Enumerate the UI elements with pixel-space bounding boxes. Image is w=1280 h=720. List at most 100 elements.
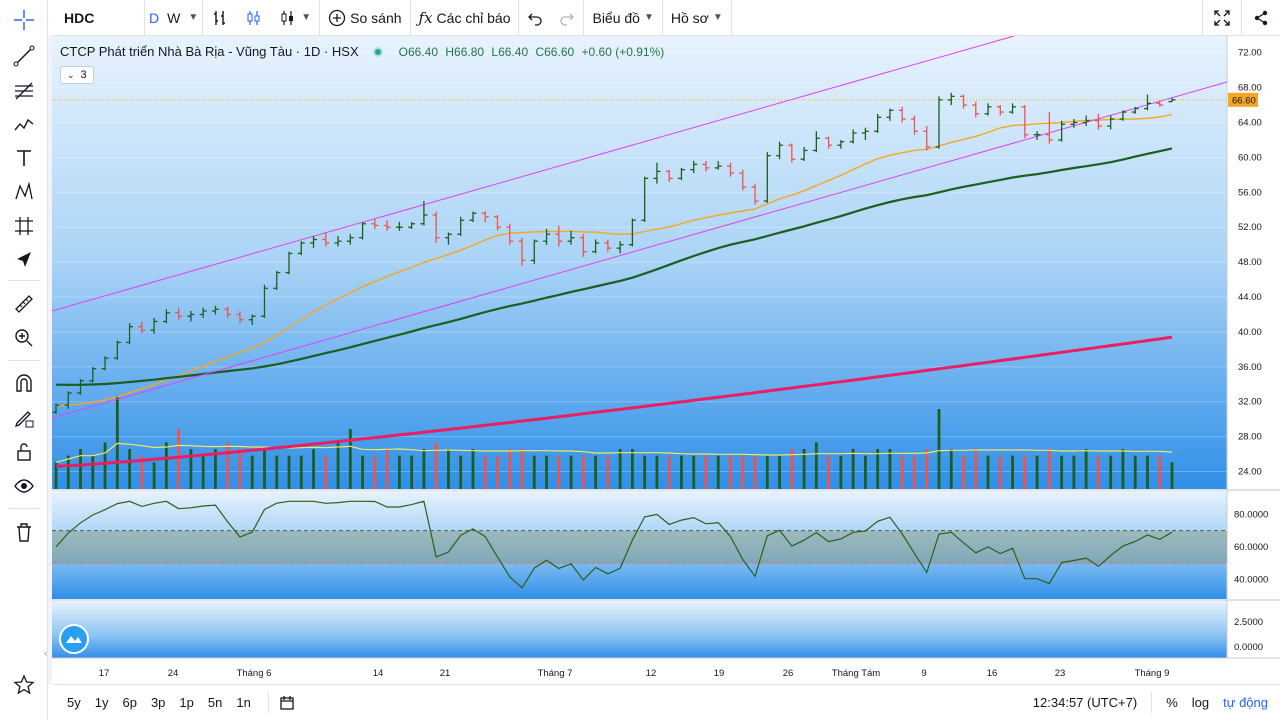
auto-scale-toggle[interactable]: tự động	[1223, 695, 1268, 710]
high-value: H66.80	[445, 44, 485, 59]
profile-menu-button[interactable]: Hồ sơ ▼	[663, 0, 731, 36]
prediction-tool-icon[interactable]	[10, 212, 38, 240]
volume-bar	[557, 455, 561, 489]
ohlc-bar	[77, 379, 85, 395]
volume-bar	[594, 455, 598, 489]
go-to-date-button[interactable]	[279, 695, 295, 711]
indicators-toggle[interactable]: ⌄ 3	[60, 66, 94, 84]
lower-axis-label: 2.5000	[1234, 617, 1263, 628]
collapse-pane-handle[interactable]: ‹	[44, 648, 48, 659]
volume-bar	[704, 455, 708, 489]
undo-button[interactable]	[519, 0, 551, 36]
volume-bar	[1023, 455, 1027, 489]
range-1d[interactable]: 1n	[236, 695, 251, 710]
log-scale-toggle[interactable]: log	[1191, 695, 1210, 710]
range-1m[interactable]: 1p	[179, 695, 194, 710]
volume-bar	[974, 449, 978, 489]
indicators-button[interactable]: ƒx Các chỉ báo	[411, 0, 519, 36]
toolbar-divider	[583, 0, 585, 36]
range-5y[interactable]: 5y	[67, 695, 81, 710]
trend-channel[interactable]	[52, 36, 1228, 419]
hollow-candles-icon	[247, 10, 260, 25]
volume-bar	[790, 449, 794, 489]
range-5d[interactable]: 5n	[207, 695, 223, 710]
lower-pane-bg	[52, 601, 1227, 658]
fullscreen-button[interactable]	[1203, 0, 1241, 36]
price-chart[interactable]: 72.00 68.00 64.00 60.00 56.00 52.00 48.00 44.00…	[52, 36, 1280, 684]
open-value: O66.40	[398, 44, 439, 59]
unlock-icon[interactable]	[10, 438, 38, 466]
volume-bar	[373, 455, 377, 489]
range-6m[interactable]: 6p	[122, 695, 137, 710]
price-axis-label: 56.00	[1238, 187, 1262, 198]
range-1y[interactable]: 1y	[94, 695, 109, 710]
fib-tool-icon[interactable]	[10, 77, 38, 105]
chevron-down-icon: ▼	[712, 12, 723, 23]
time-axis-label: 24	[168, 668, 179, 679]
bar-style-button[interactable]	[203, 0, 237, 36]
chart-menu-button[interactable]: Biểu đồ ▼	[584, 0, 661, 36]
volume-bar	[937, 409, 941, 489]
draw-lock-icon[interactable]	[10, 404, 38, 432]
ohlc-bar	[616, 241, 624, 254]
ohlc-bar	[837, 139, 845, 149]
trash-icon[interactable]	[10, 518, 38, 546]
grid	[52, 52, 1227, 473]
volume-bar	[164, 442, 168, 489]
rsi-axis-label: 60.0000	[1234, 542, 1268, 553]
compare-button[interactable]: So sánh	[320, 0, 409, 36]
chart-type-button[interactable]: ▼	[271, 0, 319, 36]
interval-weekly-button[interactable]: W	[167, 9, 181, 26]
ohlc-bar	[1009, 103, 1017, 114]
range-3m[interactable]: 3p	[150, 695, 166, 710]
volume-ma	[55, 442, 1173, 463]
share-button[interactable]	[1242, 0, 1280, 36]
price-axis-label: 48.00	[1238, 257, 1262, 268]
timezone-clock[interactable]: 12:34:57 (UTC+7)	[1032, 695, 1138, 710]
zoom-in-icon[interactable]	[10, 324, 38, 352]
star-icon[interactable]	[10, 671, 38, 699]
eye-icon[interactable]	[10, 472, 38, 500]
toolbar-gutter	[48, 36, 52, 684]
cursor-arrow-icon[interactable]	[10, 246, 38, 274]
volume-bar	[643, 455, 647, 489]
ohlc-bar	[64, 391, 72, 409]
volume-bar	[986, 455, 990, 489]
ruler-icon[interactable]	[10, 290, 38, 318]
interval-dropdown[interactable]: ▼	[184, 0, 202, 36]
ohlc-bar	[322, 232, 330, 247]
pattern-tool-icon[interactable]	[10, 111, 38, 139]
crosshair-icon[interactable]	[10, 6, 38, 34]
time-axis-label: Tháng 6	[237, 668, 272, 679]
price-axis-label: 60.00	[1238, 152, 1262, 163]
market-status-icon[interactable]	[372, 46, 383, 57]
volume-bar	[226, 442, 230, 489]
toolbar-divider	[661, 0, 663, 36]
trend-line-icon[interactable]	[10, 42, 38, 70]
ohlc-bar	[211, 305, 219, 315]
symbol-description[interactable]: CTCP Phát triển Nhà Bà Rịa - Vũng Tàu · …	[60, 44, 359, 59]
ohlc-bar	[910, 115, 918, 135]
function-fx-icon: ƒx	[418, 8, 433, 27]
ohlc-bar	[923, 126, 931, 151]
volume-bar	[716, 455, 720, 489]
rsi-indicator	[52, 500, 1227, 589]
range-selector: 5y 1y 6p 3p 1p 5n 1n	[52, 695, 258, 710]
text-tool-icon[interactable]	[10, 144, 38, 172]
tradingview-logo[interactable]	[59, 624, 89, 654]
xabcd-pattern-icon[interactable]	[10, 178, 38, 206]
volume-bar	[1060, 455, 1064, 489]
redo-button[interactable]	[551, 0, 583, 36]
volume-bar	[299, 455, 303, 489]
interval-daily-button[interactable]: D	[149, 9, 160, 26]
ohlc-bar	[432, 211, 440, 243]
chart-pane[interactable]: 72.00 68.00 64.00 60.00 56.00 52.00 48.00 44.00…	[44, 36, 1280, 684]
percent-scale-toggle[interactable]: %	[1166, 695, 1178, 710]
ohlc-bar	[641, 176, 649, 222]
ohlc-bar	[359, 222, 367, 240]
symbol-search-button[interactable]: HDC	[64, 9, 95, 26]
volume-bar	[753, 455, 757, 489]
candle-style-button[interactable]	[237, 0, 271, 36]
magnet-icon[interactable]	[10, 370, 38, 398]
